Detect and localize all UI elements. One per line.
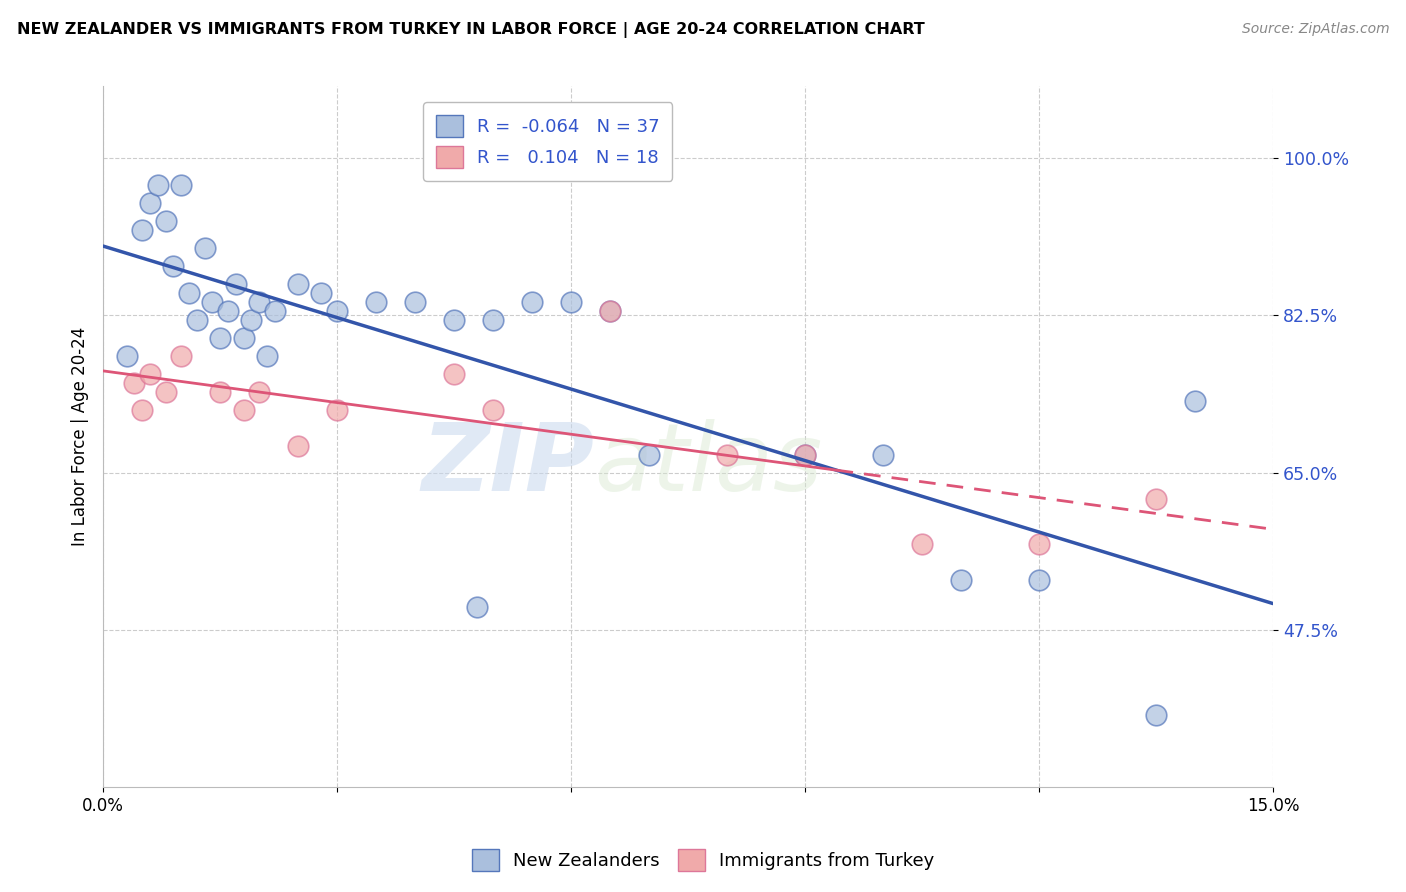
Point (240, 313, 263, 327)
Point (1144, 708, 1167, 723)
Point (794, 448, 817, 462)
Point (1184, 393, 1206, 408)
Point (170, 349, 193, 363)
Point (716, 448, 738, 462)
Point (599, 304, 621, 318)
Text: ZIP: ZIP (422, 418, 595, 510)
Point (311, 285, 333, 300)
Point (247, 294, 270, 309)
Point (217, 304, 239, 318)
Point (287, 277, 309, 291)
Point (364, 294, 387, 309)
Point (950, 574, 973, 588)
Point (872, 448, 894, 462)
Point (232, 402, 254, 417)
Legend: R =  -0.064   N = 37, R =   0.104   N = 18: R = -0.064 N = 37, R = 0.104 N = 18 (423, 103, 672, 181)
Point (326, 304, 349, 318)
Text: NEW ZEALANDER VS IMMIGRANTS FROM TURKEY IN LABOR FORCE | AGE 20-24 CORRELATION C: NEW ZEALANDER VS IMMIGRANTS FROM TURKEY … (17, 22, 925, 38)
Point (193, 241, 215, 255)
Point (482, 402, 505, 417)
Text: Source: ZipAtlas.com: Source: ZipAtlas.com (1241, 22, 1389, 37)
Point (1028, 574, 1050, 588)
Point (326, 402, 349, 417)
Point (139, 196, 162, 211)
Point (638, 448, 661, 462)
Point (287, 439, 309, 453)
Point (520, 294, 543, 309)
Point (560, 294, 582, 309)
Point (443, 313, 465, 327)
Point (482, 313, 505, 327)
Point (170, 178, 193, 193)
Point (1144, 492, 1167, 507)
Point (155, 384, 177, 399)
Point (115, 349, 138, 363)
Point (139, 367, 162, 381)
Point (209, 384, 232, 399)
Y-axis label: In Labor Force | Age 20-24: In Labor Force | Age 20-24 (72, 327, 89, 546)
Point (162, 259, 184, 273)
Point (443, 367, 465, 381)
Point (232, 331, 254, 345)
Point (263, 304, 285, 318)
Point (209, 331, 232, 345)
Point (131, 402, 153, 417)
Point (186, 313, 208, 327)
Point (131, 223, 153, 237)
Point (201, 294, 224, 309)
Point (155, 214, 177, 228)
Point (467, 600, 489, 615)
Point (256, 349, 278, 363)
Legend: New Zealanders, Immigrants from Turkey: New Zealanders, Immigrants from Turkey (464, 842, 942, 879)
Point (146, 178, 169, 193)
Point (124, 376, 146, 390)
Point (177, 285, 200, 300)
Text: atlas: atlas (595, 419, 823, 510)
Point (404, 294, 426, 309)
Point (911, 537, 934, 551)
Point (247, 384, 270, 399)
Point (794, 448, 817, 462)
Point (225, 277, 247, 291)
Point (1028, 537, 1050, 551)
Point (599, 304, 621, 318)
